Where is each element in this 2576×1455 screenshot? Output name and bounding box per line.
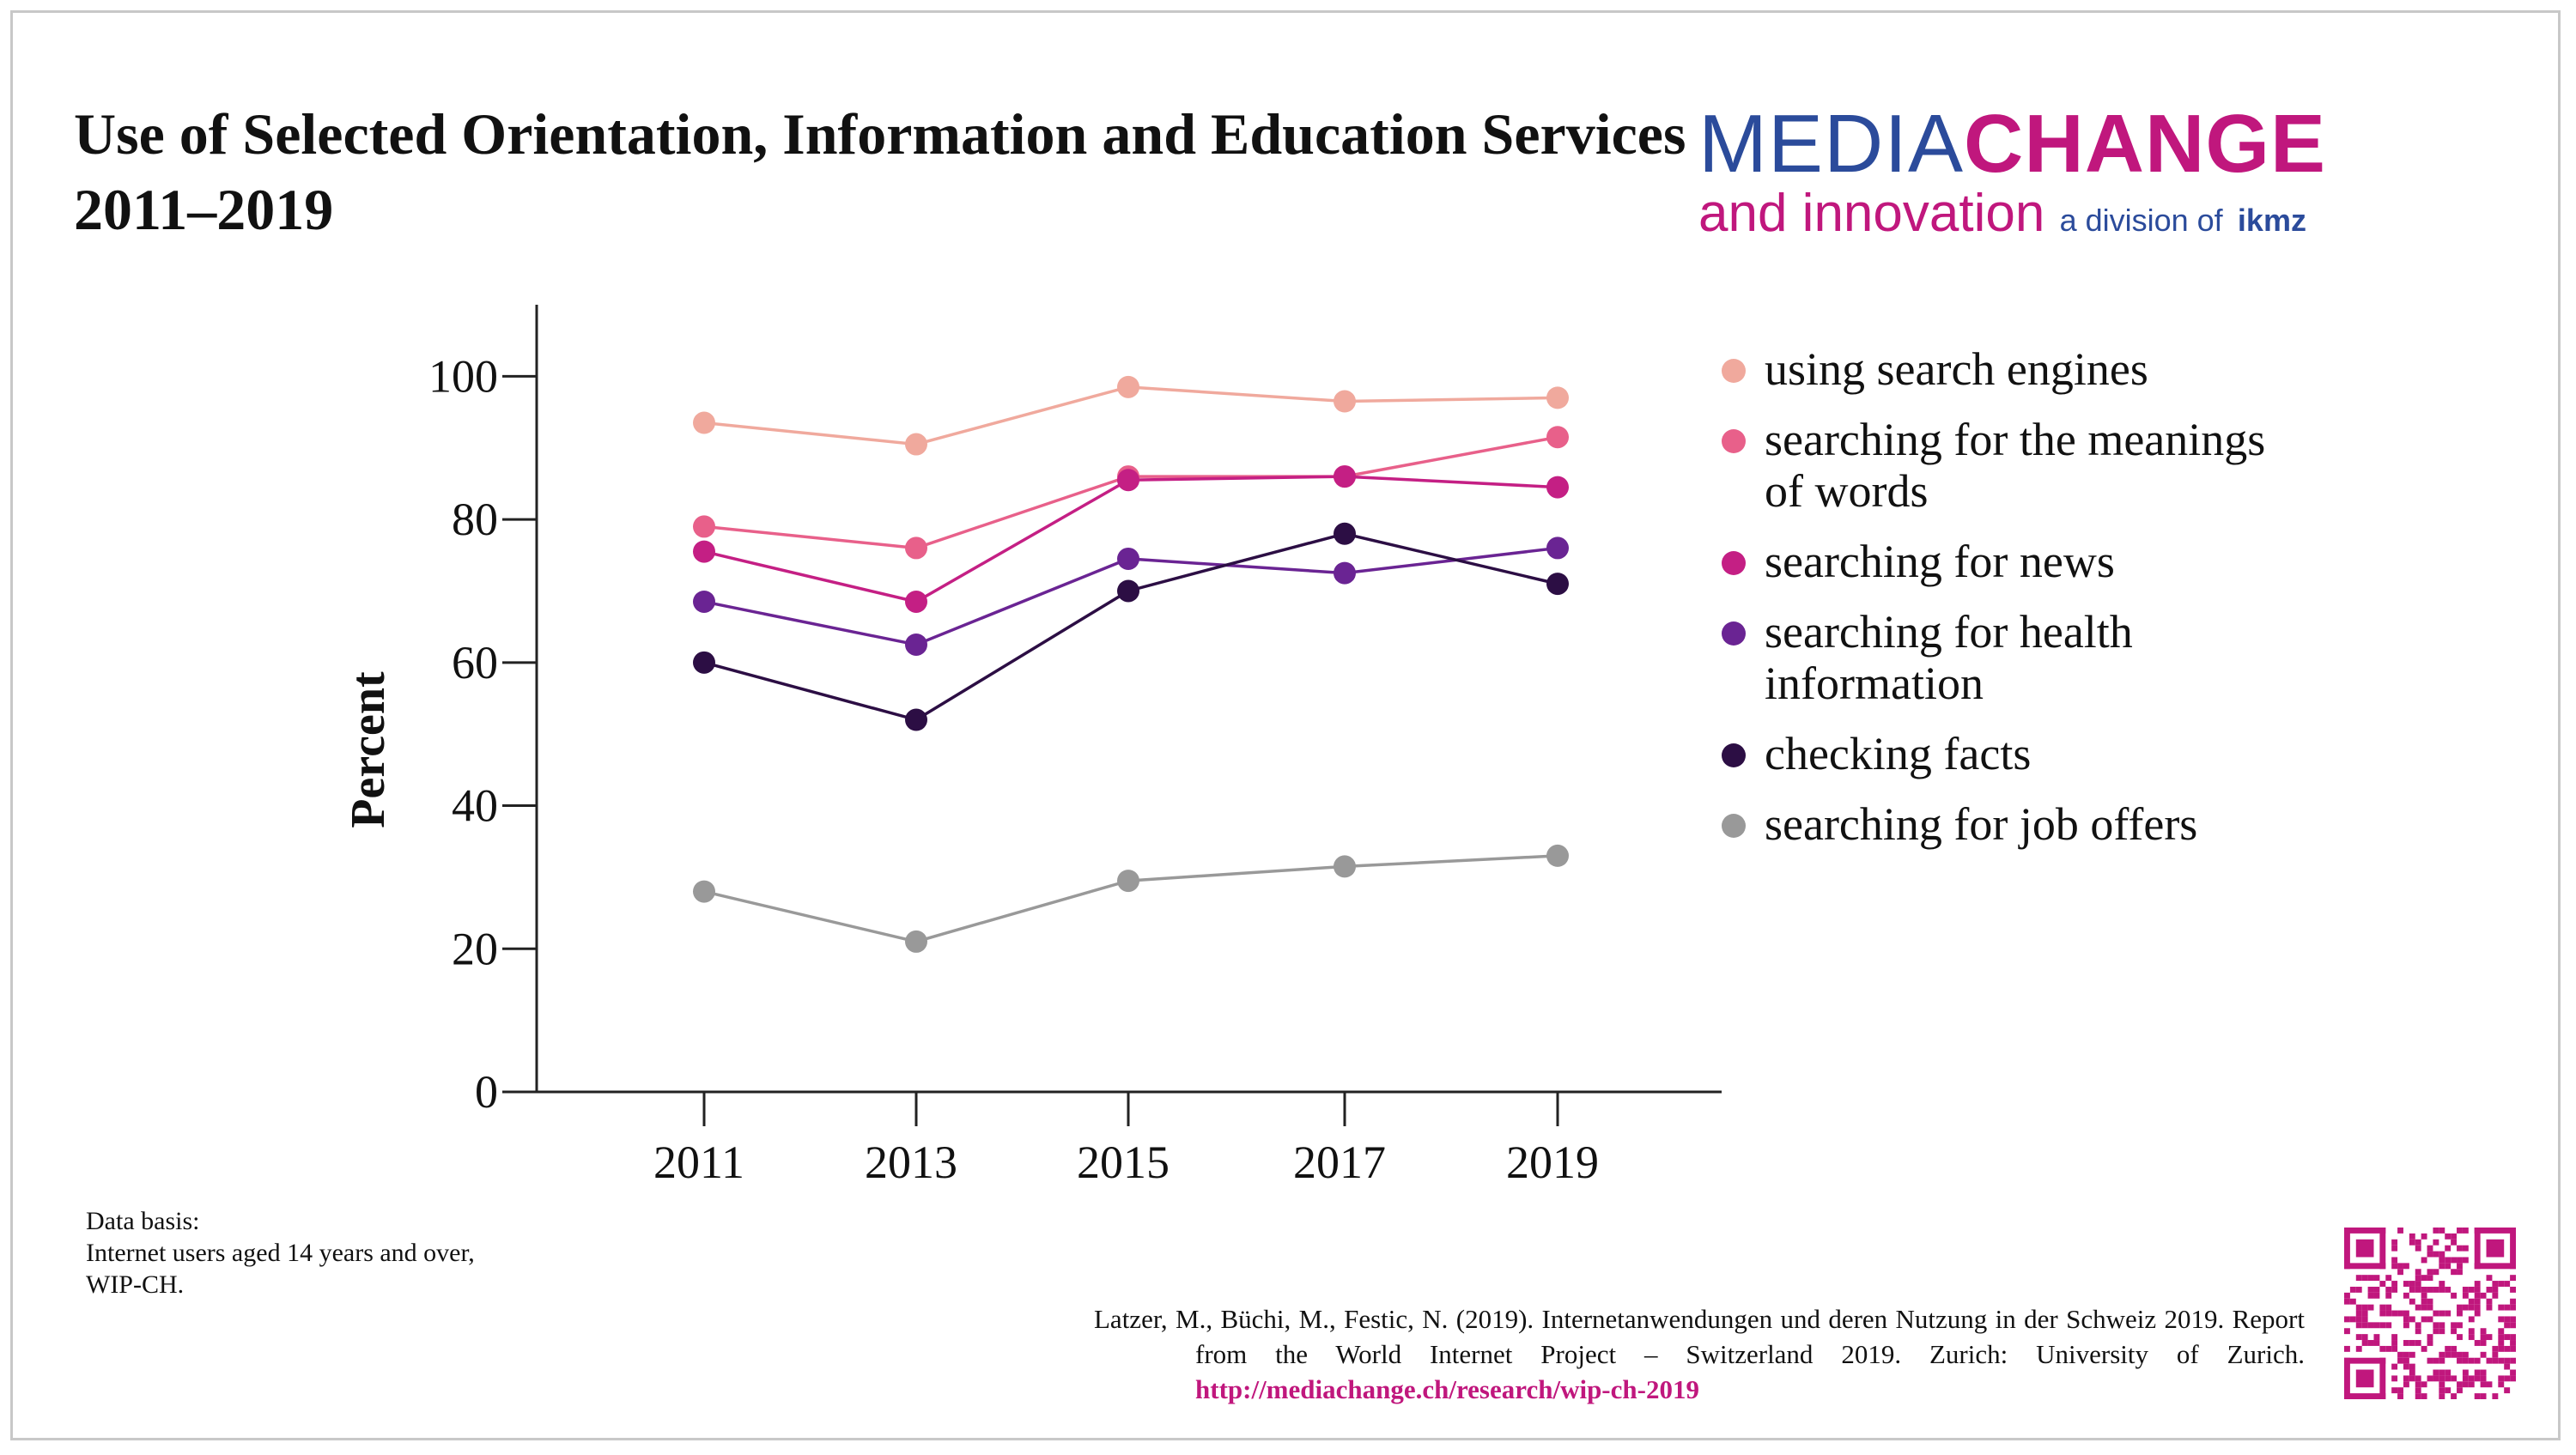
legend-item: searching for news (1713, 536, 2314, 587)
legend-label: searching for job offers (1765, 798, 2198, 850)
data-point (905, 590, 927, 613)
chart-legend: using search engines searching for the me… (1713, 343, 2314, 869)
data-point (1334, 465, 1356, 488)
legend-marker (1722, 359, 1746, 383)
data-point (1117, 469, 1139, 492)
y-tick-label: 60 (452, 637, 498, 688)
legend-marker (1722, 551, 1746, 575)
legend-label: searching for health information (1765, 606, 2133, 709)
legend-label: using search engines (1765, 343, 2148, 395)
y-tick-label: 80 (452, 494, 498, 545)
data-point (905, 930, 927, 953)
page-title: Use of Selected Orientation, Information… (74, 101, 1686, 242)
y-tick-label: 20 (452, 923, 498, 974)
x-tick-label: 2011 (653, 1137, 744, 1188)
data-point (1546, 537, 1569, 560)
data-point (1334, 522, 1356, 545)
data-point (693, 651, 715, 674)
data-point (905, 433, 927, 456)
logo-media-text: MEDIA (1698, 98, 1965, 190)
logo-ikmz-text: ikmz (2237, 203, 2306, 238)
legend-item: searching for job offers (1713, 798, 2314, 850)
legend-marker (1722, 429, 1746, 453)
x-tick-label: 2015 (1077, 1137, 1170, 1188)
x-tick-label: 2017 (1293, 1137, 1386, 1188)
data-point (693, 540, 715, 563)
data-point (1334, 561, 1356, 585)
legend-label: searching for news (1765, 536, 2115, 587)
data-point (905, 708, 927, 731)
data-point (1546, 426, 1569, 449)
series-line (703, 435, 1558, 550)
data-point (1334, 390, 1356, 413)
data-point (693, 590, 715, 613)
legend-item: checking facts (1713, 728, 2314, 779)
x-tick-label: 2013 (865, 1137, 957, 1188)
data-point (693, 411, 715, 434)
data-point (1117, 579, 1139, 603)
y-tick-label: 40 (452, 780, 498, 832)
data-basis-note: Data basis: Internet users aged 14 years… (86, 1207, 475, 1299)
legend-marker (1722, 814, 1746, 838)
logo-division-text: a division of (2059, 203, 2223, 238)
series-line (703, 854, 1558, 943)
logo-innovation-text: and innovation (1698, 184, 2045, 243)
legend-label: searching for the meanings of words (1765, 414, 2266, 517)
data-point (1334, 855, 1356, 878)
mediachange-logo: MEDIACHANGE and innovation a division of… (1698, 103, 2368, 249)
y-tick-label: 100 (428, 350, 498, 402)
citation-text: Latzer, M., Büchi, M., Festic, N. (2019)… (1094, 1304, 2305, 1369)
legend-item: using search engines (1713, 343, 2314, 395)
data-point (905, 537, 927, 560)
legend-label: checking facts (1765, 728, 2032, 779)
qr-code-icon (2344, 1228, 2516, 1399)
data-point (1117, 375, 1139, 398)
data-point (1546, 573, 1569, 596)
citation-link[interactable]: http://mediachange.ch/research/wip-ch-20… (1195, 1374, 1699, 1404)
data-point (693, 880, 715, 903)
data-point (693, 515, 715, 538)
y-tick-label: 0 (475, 1066, 498, 1118)
slide-frame (10, 10, 2561, 1440)
data-point (905, 633, 927, 656)
x-tick-label: 2019 (1506, 1137, 1599, 1188)
y-axis-label: Percent (342, 671, 395, 828)
data-point (1546, 844, 1569, 867)
legend-marker (1722, 743, 1746, 767)
data-point (1117, 870, 1139, 893)
citation: Latzer, M., Büchi, M., Festic, N. (2019)… (1094, 1301, 2305, 1407)
legend-item: searching for the meanings of words (1713, 414, 2314, 517)
legend-marker (1722, 621, 1746, 646)
data-point (1546, 476, 1569, 499)
logo-change-text: CHANGE (1964, 98, 2327, 190)
data-point (1546, 386, 1569, 409)
legend-item: searching for health information (1713, 606, 2314, 709)
data-point (1117, 547, 1139, 570)
